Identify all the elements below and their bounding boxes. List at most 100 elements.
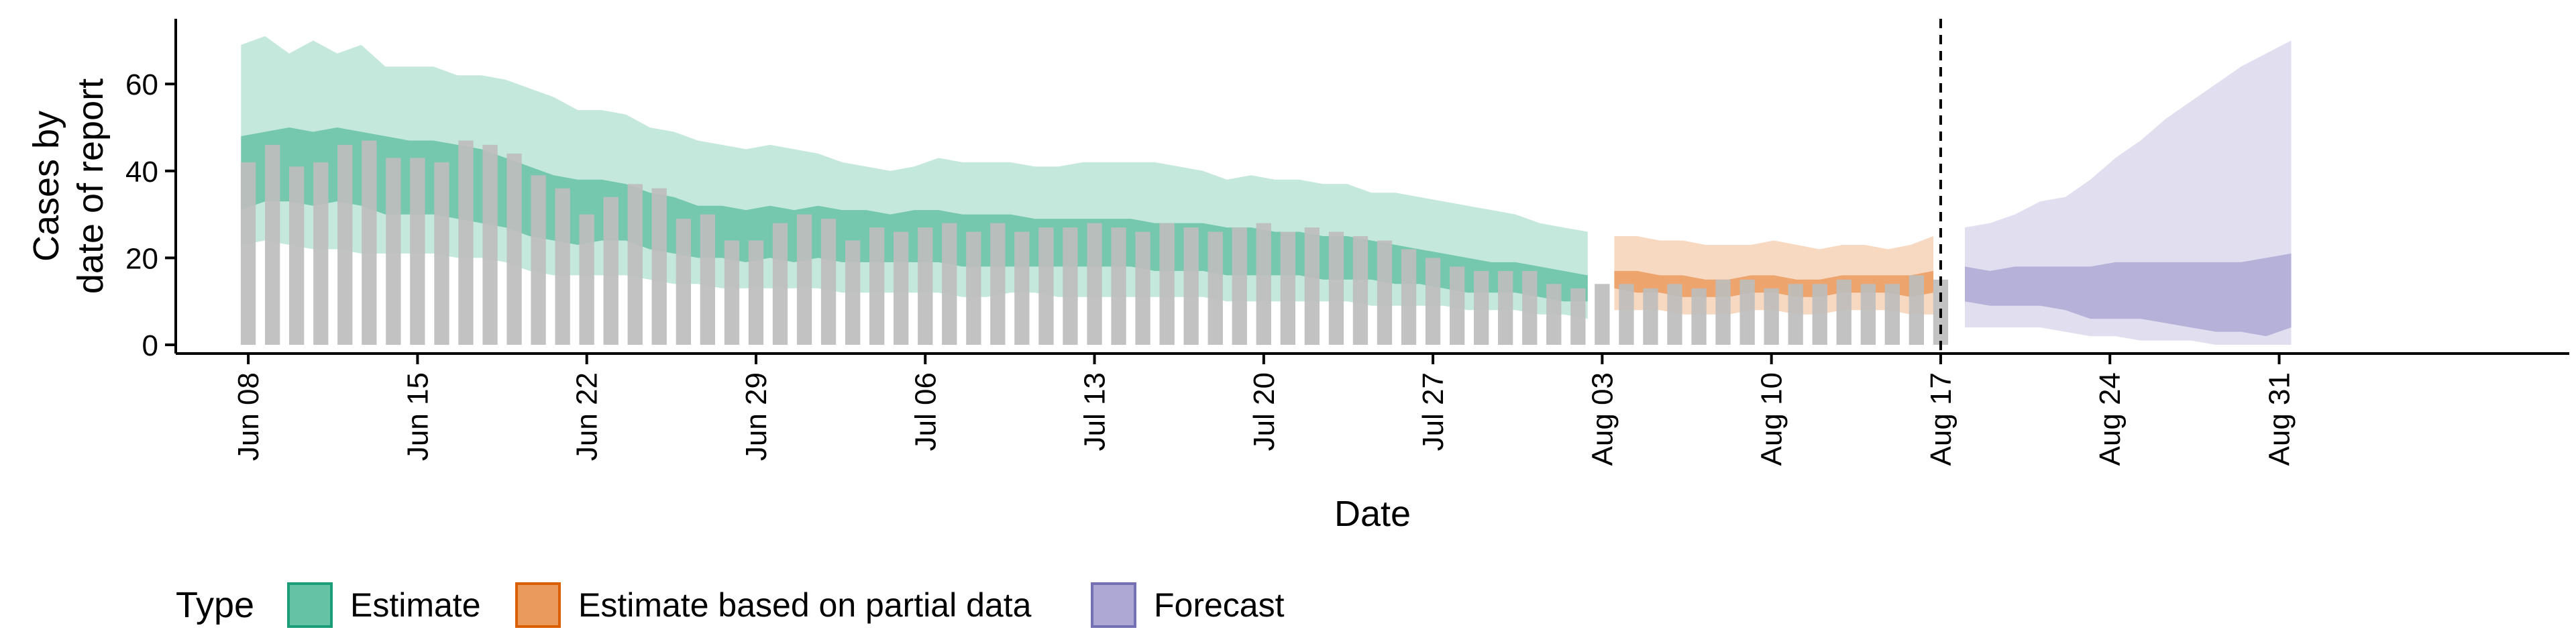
legend-key [515, 582, 561, 628]
bar [990, 223, 1006, 345]
bar [1014, 231, 1030, 345]
bar [651, 188, 667, 345]
bar [1498, 270, 1513, 345]
band-inner-0 [241, 127, 1588, 302]
bar [676, 219, 691, 345]
x-tick-label: Jul 06 [909, 372, 942, 451]
bar [748, 240, 764, 345]
x-axis-title: Date [1334, 494, 1411, 534]
bar [772, 223, 788, 345]
bar [1038, 227, 1054, 345]
plot-bars [240, 140, 1949, 345]
bar [1232, 227, 1247, 345]
bar [1474, 270, 1489, 345]
bar [1764, 288, 1779, 345]
bar [845, 240, 861, 345]
y-axis-title: Cases by date of report [26, 78, 111, 294]
bar [700, 214, 715, 345]
bar [458, 140, 474, 345]
bar [1256, 223, 1271, 345]
y-tick-label: 0 [142, 329, 158, 362]
x-tick-label: Jun 15 [401, 372, 434, 461]
x-tick-label: Aug 24 [2094, 372, 2127, 466]
bar [1183, 227, 1199, 345]
legend-key [287, 582, 333, 628]
legend: Type Estimate Estimate based on partial da… [176, 582, 1285, 628]
x-tick-label: Aug 03 [1586, 372, 1619, 466]
bar [1304, 227, 1320, 345]
x-tick-label: Jul 27 [1417, 372, 1450, 451]
bar [1063, 227, 1078, 345]
x-tick-label: Jun 08 [232, 372, 265, 461]
bar [1909, 275, 1924, 345]
bar [1328, 231, 1344, 345]
x-tick-label: Jun 29 [740, 372, 773, 461]
bar [627, 184, 643, 345]
bar [1135, 231, 1150, 345]
bar [506, 153, 522, 345]
legend-key [1091, 582, 1136, 628]
bar [894, 231, 909, 345]
y-axis-title-line: date of report [70, 78, 111, 294]
bar [1739, 279, 1755, 345]
bar [1667, 284, 1682, 345]
x-tick-label: Aug 10 [1756, 372, 1788, 466]
x-tick-label: Jul 20 [1248, 372, 1281, 451]
bar [1788, 284, 1803, 345]
bar [724, 240, 740, 345]
bar [942, 223, 957, 345]
legend-label: Estimate based on partial data [578, 586, 1032, 624]
x-tick-label: Jul 13 [1079, 372, 1112, 451]
bar [555, 188, 570, 345]
bar [966, 231, 981, 345]
legend-label: Forecast [1154, 586, 1285, 624]
bar [1159, 223, 1175, 345]
bar [918, 227, 933, 345]
bar [1522, 270, 1538, 345]
bar [1836, 279, 1851, 345]
bar [1111, 227, 1126, 345]
bar [579, 214, 594, 345]
bar [531, 175, 546, 345]
axes [174, 19, 2569, 355]
bar [796, 214, 812, 345]
bar [1570, 288, 1586, 345]
bar [362, 140, 377, 345]
band-inner-2 [1965, 253, 2292, 337]
bar [313, 162, 329, 345]
bar [869, 227, 885, 345]
bar [1546, 284, 1562, 345]
bar [1860, 284, 1876, 345]
plot-bands [241, 36, 2292, 345]
bar [1087, 223, 1102, 345]
y-axis-title-line: Cases by [26, 111, 66, 262]
bar [1619, 284, 1634, 345]
bar [386, 158, 401, 345]
bar [603, 197, 619, 345]
bar [1425, 258, 1441, 345]
bar [1884, 284, 1900, 345]
x-tick-label: Jun 22 [571, 372, 604, 461]
x-tick-label: Aug 31 [2263, 372, 2296, 466]
bar [1595, 284, 1610, 345]
y-tick-label: 60 [125, 68, 158, 101]
bar [1401, 249, 1417, 345]
bar [289, 166, 305, 345]
bar [1691, 288, 1707, 345]
bar [265, 144, 280, 345]
bar [337, 144, 353, 345]
legend-title: Type [176, 585, 254, 625]
bar [1643, 288, 1658, 345]
bar [434, 162, 449, 345]
bar [1208, 231, 1223, 345]
bar [820, 219, 837, 345]
y-tick-label: 20 [125, 242, 158, 275]
x-axis-ticks: Jun 08 Jun 15 Jun 22 Jun 29 Jul 06 Jul 13 Jul … [232, 354, 2296, 466]
bar [1377, 240, 1393, 345]
y-tick-label: 40 [125, 156, 158, 189]
bar [1352, 236, 1368, 345]
bar [1280, 231, 1295, 345]
bar [240, 162, 256, 345]
bar [410, 158, 425, 345]
